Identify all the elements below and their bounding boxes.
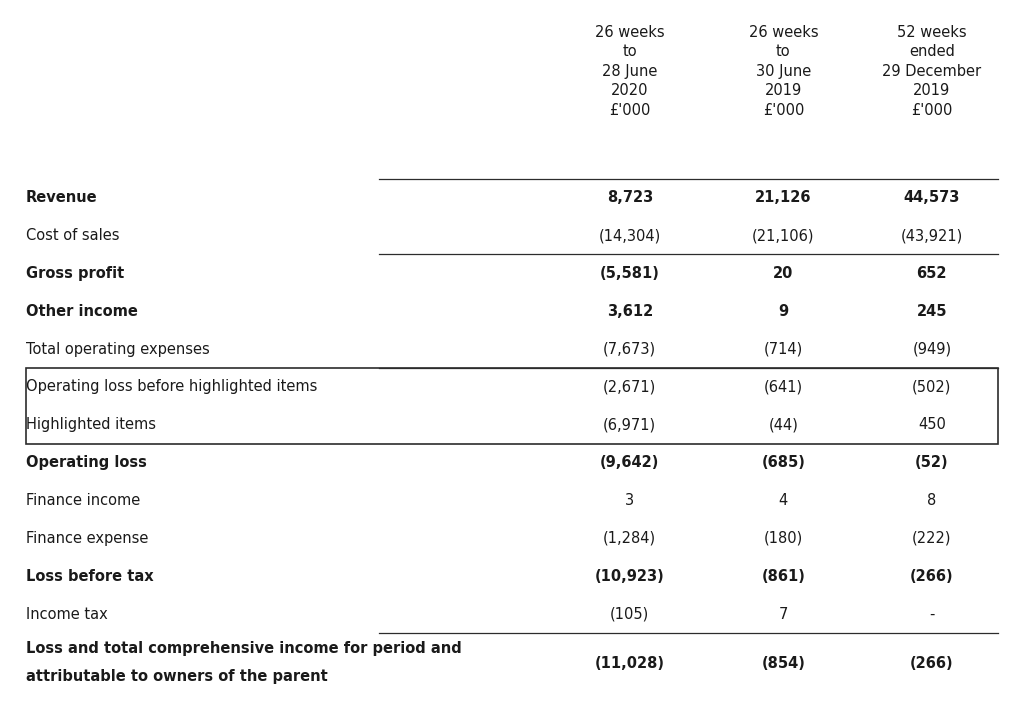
Text: (52): (52) — [915, 455, 948, 470]
Text: 245: 245 — [916, 304, 947, 319]
Text: Total operating expenses: Total operating expenses — [26, 341, 209, 357]
Text: (266): (266) — [910, 569, 953, 584]
Text: (714): (714) — [764, 341, 803, 357]
Text: Gross profit: Gross profit — [26, 266, 124, 281]
Text: 30 June: 30 June — [756, 64, 811, 79]
Text: Operating loss: Operating loss — [26, 455, 146, 470]
Text: (266): (266) — [910, 656, 953, 672]
Text: to: to — [623, 44, 637, 59]
Text: 7: 7 — [778, 606, 788, 622]
Text: (2,671): (2,671) — [603, 379, 656, 395]
Text: (6,971): (6,971) — [603, 417, 656, 433]
Text: Finance income: Finance income — [26, 493, 140, 508]
Text: £'000: £'000 — [911, 103, 952, 118]
Text: (180): (180) — [764, 531, 803, 546]
Text: 21,126: 21,126 — [755, 190, 812, 205]
Text: 9: 9 — [778, 304, 788, 319]
Text: 8: 8 — [927, 493, 937, 508]
Text: (685): (685) — [762, 455, 805, 470]
Text: Cost of sales: Cost of sales — [26, 228, 119, 243]
Text: (105): (105) — [610, 606, 649, 622]
Text: 8,723: 8,723 — [606, 190, 653, 205]
Text: Income tax: Income tax — [26, 606, 108, 622]
Text: (861): (861) — [762, 569, 805, 584]
Text: (641): (641) — [764, 379, 803, 395]
Text: (9,642): (9,642) — [600, 455, 659, 470]
Bar — [26, 368, 998, 444]
Text: (44): (44) — [768, 417, 799, 433]
Text: Loss and total comprehensive income for period and: Loss and total comprehensive income for … — [26, 641, 462, 656]
Text: Operating loss before highlighted items: Operating loss before highlighted items — [26, 379, 317, 395]
Text: attributable to owners of the parent: attributable to owners of the parent — [26, 669, 328, 684]
Text: £'000: £'000 — [609, 103, 650, 118]
Text: ended: ended — [909, 44, 954, 59]
Text: 20: 20 — [773, 266, 794, 281]
Text: 26 weeks: 26 weeks — [595, 25, 665, 39]
Text: 2020: 2020 — [611, 83, 648, 98]
Text: to: to — [776, 44, 791, 59]
Text: (1,284): (1,284) — [603, 531, 656, 546]
Text: Loss before tax: Loss before tax — [26, 569, 154, 584]
Text: (10,923): (10,923) — [595, 569, 665, 584]
Text: (14,304): (14,304) — [599, 228, 660, 243]
Text: (502): (502) — [912, 379, 951, 395]
Text: 652: 652 — [916, 266, 947, 281]
Text: 26 weeks: 26 weeks — [749, 25, 818, 39]
Text: 3: 3 — [626, 493, 634, 508]
Text: 2019: 2019 — [913, 83, 950, 98]
Text: (949): (949) — [912, 341, 951, 357]
Text: Finance expense: Finance expense — [26, 531, 148, 546]
Text: (11,028): (11,028) — [595, 656, 665, 672]
Text: 28 June: 28 June — [602, 64, 657, 79]
Text: 3,612: 3,612 — [606, 304, 653, 319]
Text: 450: 450 — [918, 417, 946, 433]
Text: (43,921): (43,921) — [901, 228, 963, 243]
Text: (222): (222) — [912, 531, 951, 546]
Text: Highlighted items: Highlighted items — [26, 417, 156, 433]
Text: 2019: 2019 — [765, 83, 802, 98]
Text: £'000: £'000 — [763, 103, 804, 118]
Text: 4: 4 — [778, 493, 788, 508]
Text: (21,106): (21,106) — [752, 228, 815, 243]
Text: Revenue: Revenue — [26, 190, 97, 205]
Text: Other income: Other income — [26, 304, 137, 319]
Text: 52 weeks: 52 weeks — [897, 25, 967, 39]
Text: (854): (854) — [762, 656, 805, 672]
Text: (5,581): (5,581) — [600, 266, 659, 281]
Text: (7,673): (7,673) — [603, 341, 656, 357]
Text: -: - — [929, 606, 935, 622]
Text: 44,573: 44,573 — [903, 190, 961, 205]
Text: 29 December: 29 December — [883, 64, 981, 79]
